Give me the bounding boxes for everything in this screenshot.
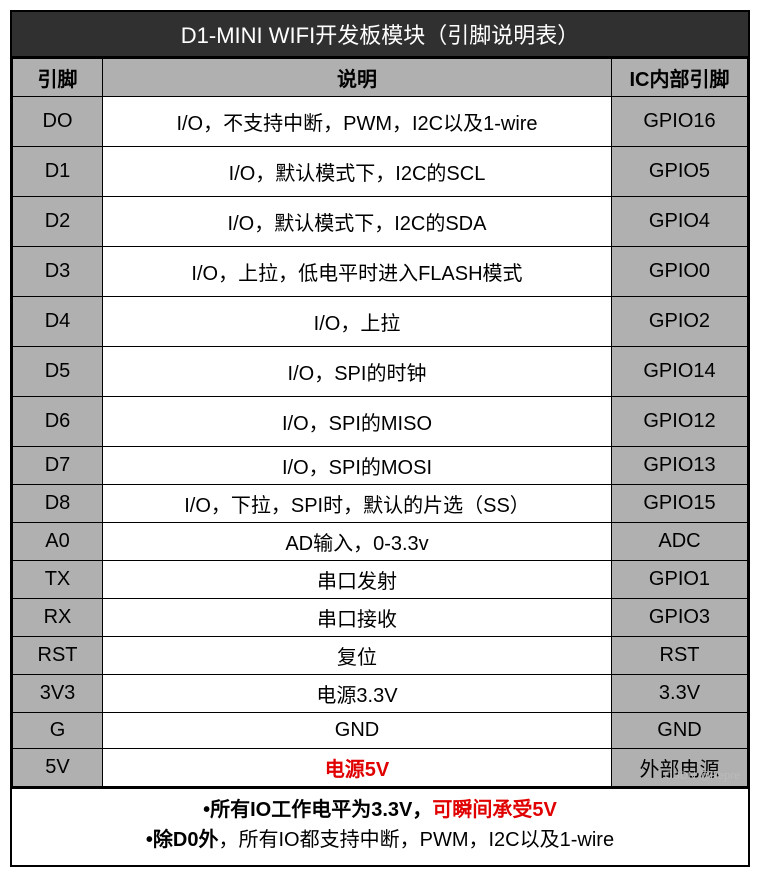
table-row: D8I/O，下拉，SPI时，默认的片选（SS）GPIO15 xyxy=(13,485,748,523)
ic-cell: GPIO5 xyxy=(612,147,748,197)
footer-line2-rest: ，所有IO都支持中断，PWM，I2C以及1-wire xyxy=(219,829,615,851)
table-row: 3V3电源3.3V3.3V xyxy=(13,675,748,713)
desc-cell: GND xyxy=(103,713,612,749)
ic-cell: GPIO2 xyxy=(612,297,748,347)
table-row: TX串口发射GPIO1 xyxy=(13,561,748,599)
desc-cell: I/O，不支持中断，PWM，I2C以及1-wire xyxy=(103,97,612,147)
pin-cell: D4 xyxy=(13,297,103,347)
footer-line-2: •除D0外，所有IO都支持中断，PWM，I2C以及1-wire xyxy=(20,825,740,855)
desc-cell: 复位 xyxy=(103,637,612,675)
ic-cell: GPIO14 xyxy=(612,347,748,397)
desc-cell: AD输入，0-3.3v xyxy=(103,523,612,561)
ic-cell: GPIO1 xyxy=(612,561,748,599)
table-row: D5I/O，SPI的时钟GPIO14 xyxy=(13,347,748,397)
table-title: D1-MINI WIFI开发板模块（引脚说明表） xyxy=(12,12,748,58)
desc-cell: I/O，默认模式下，I2C的SCL xyxy=(103,147,612,197)
desc-cell: 电源3.3V xyxy=(103,675,612,713)
table-row: D1I/O，默认模式下，I2C的SCLGPIO5 xyxy=(13,147,748,197)
footer-line2-bold: •除D0外 xyxy=(146,829,219,851)
table-row: D4I/O，上拉GPIO2 xyxy=(13,297,748,347)
pin-cell: 3V3 xyxy=(13,675,103,713)
desc-cell: I/O，下拉，SPI时，默认的片选（SS） xyxy=(103,485,612,523)
table-row: RX串口接收GPIO3 xyxy=(13,599,748,637)
ic-cell: GND xyxy=(612,713,748,749)
pinout-table-container: D1-MINI WIFI开发板模块（引脚说明表） 引脚 说明 IC内部引脚 DO… xyxy=(10,10,750,867)
table-row: DOI/O，不支持中断，PWM，I2C以及1-wireGPIO16 xyxy=(13,97,748,147)
desc-cell: I/O，默认模式下，I2C的SDA xyxy=(103,197,612,247)
pin-cell: DO xyxy=(13,97,103,147)
table-row: RST复位RST xyxy=(13,637,748,675)
pin-cell: D5 xyxy=(13,347,103,397)
desc-cell: I/O，上拉 xyxy=(103,297,612,347)
ic-cell: GPIO12 xyxy=(612,397,748,447)
ic-cell: GPIO16 xyxy=(612,97,748,147)
desc-cell: 串口接收 xyxy=(103,599,612,637)
desc-cell: 串口发射 xyxy=(103,561,612,599)
watermark: CSDN @Repre xyxy=(665,770,740,782)
pin-cell: D8 xyxy=(13,485,103,523)
header-row: 引脚 说明 IC内部引脚 xyxy=(13,59,748,97)
table-row: 5V电源5V外部电源 xyxy=(13,749,748,787)
desc-cell: I/O，上拉，低电平时进入FLASH模式 xyxy=(103,247,612,297)
footer-line1-red: 可瞬间承受5V xyxy=(432,799,556,821)
footer-line1-bold: •所有IO工作电平为3.3V， xyxy=(203,799,432,821)
table-row: A0AD输入，0-3.3vADC xyxy=(13,523,748,561)
ic-cell: ADC xyxy=(612,523,748,561)
header-desc: 说明 xyxy=(103,59,612,97)
pin-cell: G xyxy=(13,713,103,749)
pin-cell: 5V xyxy=(13,749,103,787)
ic-cell: RST xyxy=(612,637,748,675)
table-row: D7I/O，SPI的MOSIGPIO13 xyxy=(13,447,748,485)
pin-cell: RST xyxy=(13,637,103,675)
pin-cell: TX xyxy=(13,561,103,599)
desc-cell: I/O，SPI的MOSI xyxy=(103,447,612,485)
desc-cell: 电源5V xyxy=(103,749,612,787)
ic-cell: GPIO0 xyxy=(612,247,748,297)
table-row: D6I/O，SPI的MISOGPIO12 xyxy=(13,397,748,447)
header-pin: 引脚 xyxy=(13,59,103,97)
ic-cell: GPIO3 xyxy=(612,599,748,637)
desc-cell: I/O，SPI的MISO xyxy=(103,397,612,447)
pin-cell: A0 xyxy=(13,523,103,561)
pin-cell: D7 xyxy=(13,447,103,485)
pin-cell: D6 xyxy=(13,397,103,447)
pin-cell: RX xyxy=(13,599,103,637)
ic-cell: 3.3V xyxy=(612,675,748,713)
footer-line-1: •所有IO工作电平为3.3V，可瞬间承受5V xyxy=(20,795,740,825)
footer-notes: •所有IO工作电平为3.3V，可瞬间承受5V •除D0外，所有IO都支持中断，P… xyxy=(12,787,748,865)
pinout-table: 引脚 说明 IC内部引脚 DOI/O，不支持中断，PWM，I2C以及1-wire… xyxy=(12,58,748,787)
pin-cell: D1 xyxy=(13,147,103,197)
pin-cell: D3 xyxy=(13,247,103,297)
table-row: D2I/O，默认模式下，I2C的SDAGPIO4 xyxy=(13,197,748,247)
desc-cell: I/O，SPI的时钟 xyxy=(103,347,612,397)
header-ic: IC内部引脚 xyxy=(612,59,748,97)
table-row: GGNDGND xyxy=(13,713,748,749)
ic-cell: GPIO15 xyxy=(612,485,748,523)
table-row: D3I/O，上拉，低电平时进入FLASH模式GPIO0 xyxy=(13,247,748,297)
pin-cell: D2 xyxy=(13,197,103,247)
ic-cell: GPIO4 xyxy=(612,197,748,247)
ic-cell: GPIO13 xyxy=(612,447,748,485)
